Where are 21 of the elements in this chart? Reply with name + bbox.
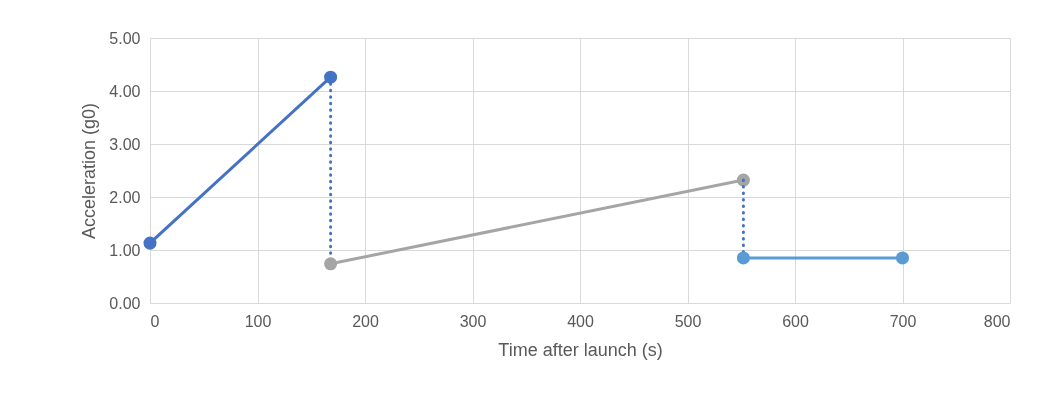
- y-tick-label: 3.00: [109, 135, 141, 153]
- x-tick-label: 100: [244, 312, 272, 330]
- y-tick-label: 2.00: [109, 188, 141, 206]
- point: [324, 257, 338, 271]
- y-tick-label: 0.00: [109, 294, 141, 312]
- x-tick-label: 400: [567, 312, 594, 330]
- y-tick-label: 4.00: [109, 82, 141, 100]
- x-tick-label: 800: [983, 312, 1011, 330]
- x-tick-label: 300: [459, 312, 487, 330]
- point: [895, 251, 910, 265]
- point: [143, 236, 157, 250]
- x-tick-label: 500: [674, 312, 702, 330]
- y-axis-title: Acceleration (g0): [79, 102, 100, 240]
- x-tick-label: 200: [352, 312, 379, 330]
- point: [736, 251, 750, 265]
- x-tick-label: 600: [782, 312, 809, 330]
- y-tick-label: 5.00: [109, 29, 141, 47]
- x-tick-label: 0: [150, 312, 160, 330]
- x-axis-title: Time after launch (s): [498, 339, 663, 360]
- y-tick-label: 1.00: [109, 241, 141, 259]
- x-tick-label: 700: [889, 312, 917, 330]
